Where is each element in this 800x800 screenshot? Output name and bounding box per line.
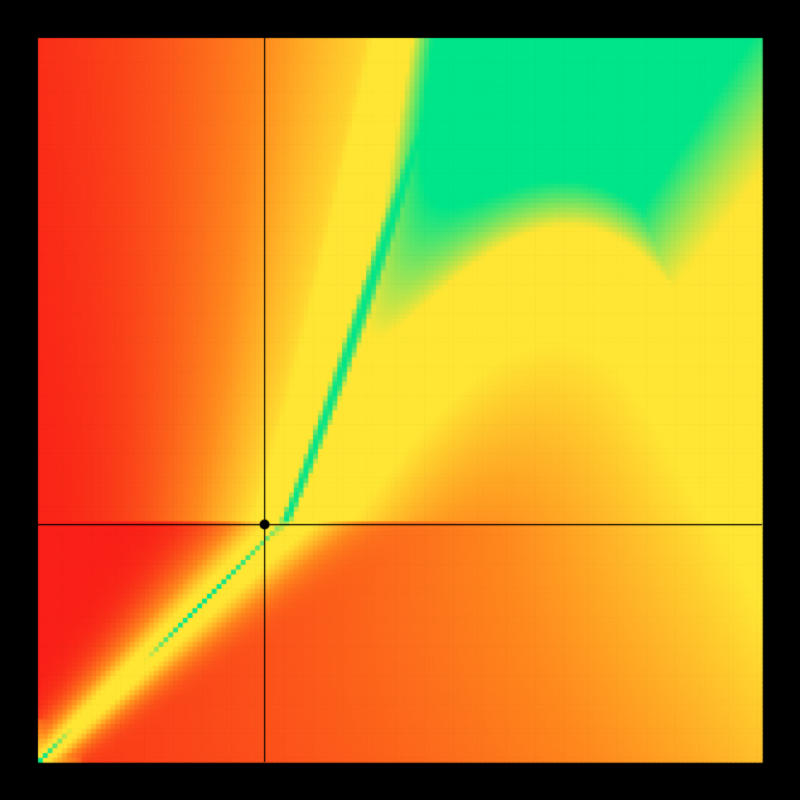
chart-root: TheBottleneck.com: [0, 0, 800, 800]
bottleneck-heatmap-canvas: [0, 0, 800, 800]
